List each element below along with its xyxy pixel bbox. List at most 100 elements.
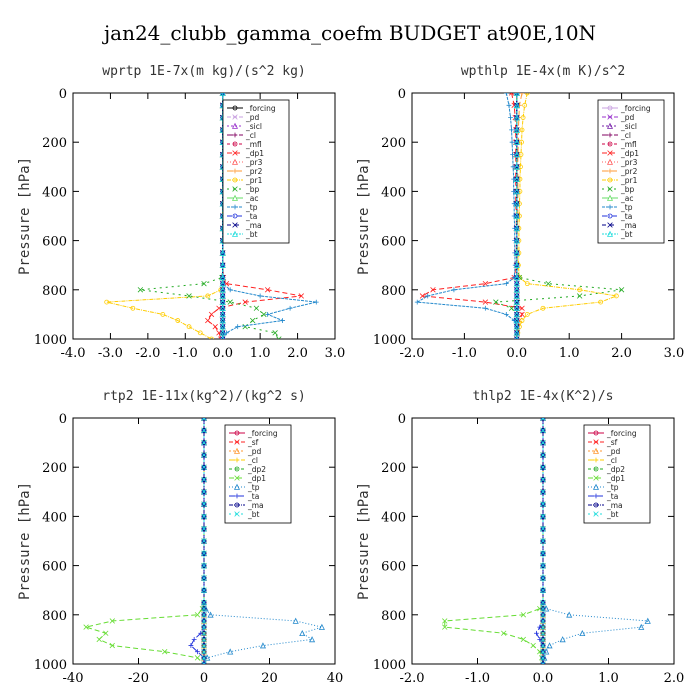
legend-marker: [607, 204, 613, 210]
data-point: [540, 538, 546, 544]
data-point: [540, 489, 546, 495]
data-point: [209, 336, 214, 339]
legend-box: [222, 99, 290, 244]
data-point: [513, 237, 520, 244]
data-point: [540, 439, 546, 446]
series-group: [83, 418, 325, 664]
legend-label: _tp: [606, 483, 619, 492]
data-point: [430, 287, 436, 293]
legend-label: _forcing: [247, 429, 278, 438]
data-point: [540, 661, 546, 664]
data-point: [313, 299, 319, 305]
data-point: [520, 612, 527, 618]
legend-label: _pr1: [245, 176, 263, 185]
data-point: [520, 636, 527, 643]
data-point: [513, 261, 520, 268]
legend-label: _bt: [620, 230, 633, 239]
legend-label: _bt: [247, 510, 260, 519]
y-tick-label: 400: [42, 185, 67, 200]
data-point: [219, 329, 226, 336]
data-point: [613, 293, 619, 299]
data-point: [509, 139, 515, 145]
series-line-ta: [535, 418, 544, 664]
legend-marker: [233, 483, 241, 490]
legend-label: _dp1: [620, 149, 639, 158]
x-tick-label: 1.0: [559, 346, 580, 361]
data-point: [201, 649, 207, 655]
y-tick-label: 1000: [34, 333, 67, 348]
data-point: [208, 311, 215, 318]
data-point: [201, 661, 207, 664]
data-point: [513, 323, 520, 330]
data-point: [201, 624, 207, 630]
data-point: [540, 427, 546, 433]
legend-marker: [234, 511, 240, 517]
x-tick-label: 2.0: [664, 671, 685, 686]
data-point: [522, 102, 528, 108]
data-point: [451, 287, 457, 293]
data-point: [265, 312, 271, 317]
legend-label: _bp: [620, 185, 635, 194]
y-tick-label: 600: [381, 235, 406, 250]
legend-label: _cl: [247, 456, 258, 465]
legend-marker: [231, 122, 239, 129]
data-point: [540, 661, 546, 664]
legend-marker: [231, 230, 239, 237]
data-point: [219, 286, 226, 293]
legend-marker: [234, 466, 240, 472]
y-tick-label: 200: [381, 136, 406, 151]
data-point: [201, 562, 207, 569]
data-point: [513, 311, 520, 318]
data-point: [201, 636, 207, 643]
legend-marker: [234, 430, 240, 436]
legend-label: _pr3: [245, 158, 263, 167]
data-point: [540, 489, 546, 495]
data-point: [276, 336, 282, 339]
data-point: [201, 630, 207, 636]
data-point: [201, 501, 207, 507]
y-axis-label: Pressure [hPa]: [17, 157, 33, 275]
x-tick-label: 3.0: [325, 346, 346, 361]
legend-marker: [234, 439, 240, 445]
data-point: [201, 655, 207, 661]
legend-label: _ta: [620, 212, 632, 221]
plot-frame: [72, 92, 336, 340]
legend-label: _pd: [247, 447, 262, 456]
y-tick-label: 200: [42, 461, 67, 476]
y-tick-label: 400: [381, 185, 406, 200]
x-tick-label: -3.0: [98, 346, 123, 361]
data-point: [540, 476, 546, 483]
data-point: [540, 636, 546, 643]
data-point: [96, 636, 102, 643]
series-line-ta: [190, 418, 205, 664]
data-point: [540, 655, 546, 661]
data-point: [513, 225, 520, 232]
legend-marker: [232, 132, 238, 138]
legend-marker: [233, 447, 241, 454]
legend-marker: [232, 114, 238, 120]
legend-marker: [607, 105, 613, 111]
legend-marker: [606, 158, 614, 165]
data-point: [513, 298, 520, 305]
data-point: [566, 611, 573, 618]
legend-label: _mfl: [620, 140, 637, 149]
data-point: [188, 643, 194, 648]
legend-marker: [607, 168, 613, 174]
data-point: [242, 299, 248, 305]
x-tick-label: 40: [327, 671, 344, 686]
data-point: [540, 501, 546, 507]
legend-label: _ma: [245, 221, 262, 230]
legend-label: _ma: [247, 501, 264, 510]
x-tick-label: -2.0: [135, 346, 160, 361]
chart-panel-2: wpthlp 1E-4x(m K)/s^2 Pressure [hPa] -2.0 -…: [356, 64, 684, 361]
data-point: [546, 642, 553, 649]
data-point: [287, 305, 293, 311]
x-tick-label: 2.0: [287, 346, 308, 361]
data-point: [201, 440, 207, 446]
data-point: [194, 655, 201, 661]
legend-label: _tp: [247, 483, 260, 492]
data-point: [618, 287, 625, 293]
data-point: [519, 311, 525, 318]
legend: _forcing_sf_pd_cl_dp2_dp1_tp_ta_ma_bt: [224, 424, 292, 524]
data-point: [194, 612, 201, 618]
